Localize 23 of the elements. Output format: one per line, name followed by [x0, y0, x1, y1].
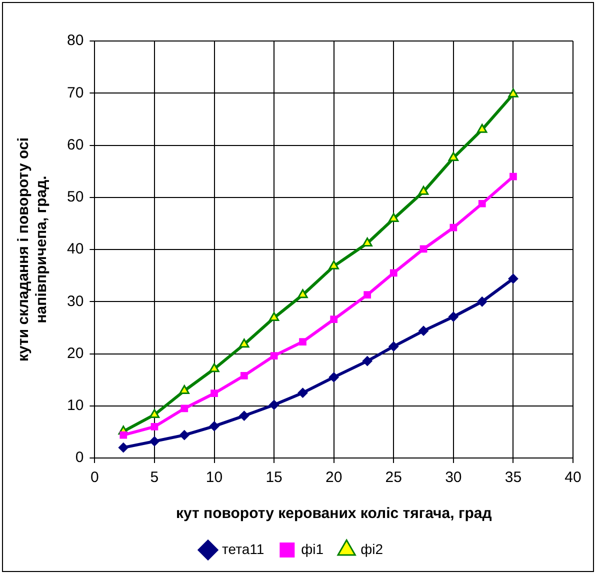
- y-tick-label: 70: [66, 84, 84, 102]
- y-tick-label: 30: [66, 292, 84, 310]
- x-tick-label: 30: [445, 469, 462, 486]
- x-tick-label: 35: [504, 469, 522, 486]
- x-axis-title: кут повороту керованих коліс тягача, град: [176, 505, 492, 522]
- legend-label: тета11: [222, 540, 264, 557]
- x-tick-label: 20: [326, 469, 342, 486]
- y-tick-label: 80: [66, 32, 84, 50]
- y-tick-label: 60: [66, 136, 84, 154]
- x-tick-label: 0: [90, 469, 99, 486]
- x-tick-label: 15: [266, 469, 282, 486]
- x-tick-label: 10: [206, 469, 223, 486]
- y-tick-label: 0: [75, 449, 84, 466]
- y-tick-label: 50: [66, 188, 84, 206]
- y-tick-label: 20: [66, 344, 84, 362]
- x-tick-label: 5: [150, 469, 159, 486]
- legend-label: фі1: [301, 540, 324, 557]
- x-tick-label: 25: [385, 469, 402, 486]
- y-tick-label: 40: [66, 240, 84, 258]
- y-tick-label: 10: [66, 397, 84, 414]
- y-axis-title: кути складання і повороту осі напівпричепа, град.: [15, 138, 50, 362]
- x-tick-label: 40: [564, 469, 582, 486]
- legend-label: фі2: [360, 540, 384, 557]
